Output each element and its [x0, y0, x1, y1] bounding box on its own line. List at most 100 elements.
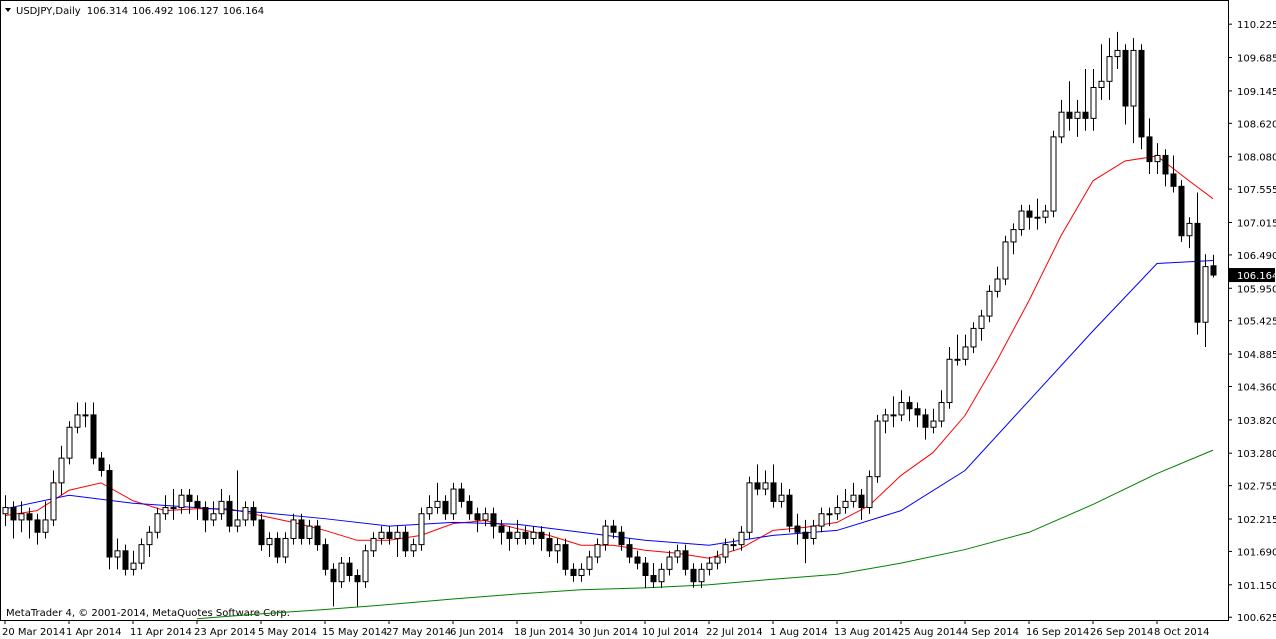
candle-body [90, 414, 97, 459]
y-tick-label: 108.620 [1237, 119, 1276, 130]
candle-body [586, 556, 593, 570]
candle-body [914, 408, 921, 416]
candle-body [938, 402, 945, 422]
candle-body [1074, 111, 1081, 119]
candle-body [1114, 49, 1121, 58]
candle-body [970, 327, 977, 348]
candle-body [410, 544, 417, 552]
candle-body [154, 513, 161, 533]
x-tick-label: 30 Jun 2014 [578, 627, 638, 638]
candle-body [922, 414, 929, 428]
candle-body [474, 513, 481, 521]
candle-body [1106, 56, 1113, 82]
candle-body [202, 507, 209, 521]
candle-body [634, 556, 641, 564]
candle-body [194, 500, 201, 509]
menu-arrow[interactable] [5, 8, 11, 12]
candle-body [1082, 111, 1089, 119]
y-tick-label: 105.950 [1237, 284, 1276, 295]
open-value: 106.314 [87, 6, 128, 17]
candle-body [274, 537, 281, 558]
candle-body [818, 513, 825, 527]
candle-body [450, 488, 457, 515]
candle-body [730, 544, 737, 547]
candle-body [218, 500, 225, 515]
candle-body [1138, 49, 1145, 138]
x-tick-label: 20 Mar 2014 [2, 627, 65, 638]
candle-body [570, 568, 577, 577]
candle-body [1026, 210, 1033, 218]
candle-body [722, 544, 729, 558]
candle-body [338, 562, 345, 583]
candle-body [834, 507, 841, 515]
y-tick-label: 103.280 [1237, 449, 1276, 460]
candle-body [594, 544, 601, 558]
y-tick-label: 110.225 [1237, 20, 1276, 31]
x-tick-label: 25 Aug 2014 [898, 627, 962, 638]
candle-body [402, 531, 409, 552]
candle-body [210, 513, 217, 521]
candle-body [746, 482, 753, 533]
candle-body [554, 544, 561, 552]
candle-body [466, 500, 473, 515]
x-tick-label: 6 Jun 2014 [450, 627, 504, 638]
y-tick-label: 106.490 [1237, 251, 1276, 262]
candle-body [394, 531, 401, 539]
candle-body [1130, 49, 1137, 107]
candle-body [618, 531, 625, 546]
low-value: 106.127 [177, 6, 218, 17]
x-tick-label: 11 Apr 2014 [130, 627, 192, 638]
candle-body [986, 290, 993, 317]
candle-body [810, 525, 817, 539]
candle-body [802, 531, 809, 539]
candle-body [650, 575, 657, 583]
candle-body [98, 457, 105, 472]
close-value: 106.164 [223, 6, 264, 17]
candle-body [946, 358, 953, 404]
candle-body [498, 525, 505, 533]
candle-body [1154, 154, 1161, 163]
candle-body [138, 544, 145, 564]
candle-body [762, 482, 769, 490]
candle-body [866, 476, 873, 509]
x-tick-label: 1 Apr 2014 [66, 627, 121, 638]
candle-body [858, 494, 865, 509]
x-tick-label: 10 Jul 2014 [642, 627, 699, 638]
candle-body [346, 562, 353, 577]
x-tick-label: 5 May 2014 [258, 627, 317, 638]
candle-body [146, 531, 153, 546]
candle-body [234, 519, 241, 527]
candle-body [602, 525, 609, 546]
x-tick-label: 18 Jun 2014 [514, 627, 574, 638]
candle-body [1122, 49, 1129, 107]
candle-body [330, 568, 337, 583]
x-tick-label: 16 Sep 2014 [1026, 627, 1089, 638]
candle-body [266, 537, 273, 546]
x-tick-label: 1 Aug 2014 [770, 627, 828, 638]
x-tick-label: 26 Sep 2014 [1090, 627, 1153, 638]
candle-body [690, 568, 697, 583]
candle-body [1146, 136, 1153, 163]
candle-body [1170, 173, 1177, 187]
y-tick-label: 104.885 [1237, 350, 1276, 361]
candle-body [50, 482, 57, 521]
candle-body [578, 568, 585, 577]
x-tick-label: 13 Aug 2014 [834, 627, 898, 638]
candle-body [298, 519, 305, 539]
candle-body [658, 568, 665, 583]
candle-body [242, 507, 249, 521]
y-tick-label: 107.555 [1237, 185, 1276, 196]
candle-body [778, 494, 785, 502]
candle-body [546, 537, 553, 552]
candle-body [882, 414, 889, 422]
candle-body [370, 537, 377, 552]
candle-body [738, 531, 745, 546]
candle-body [962, 346, 969, 360]
candle-body [434, 500, 441, 509]
candle-body [842, 500, 849, 509]
x-tick-label: 4 Sep 2014 [962, 627, 1019, 638]
candle-body [322, 544, 329, 570]
candle-body [66, 426, 73, 459]
candle-body [674, 550, 681, 558]
